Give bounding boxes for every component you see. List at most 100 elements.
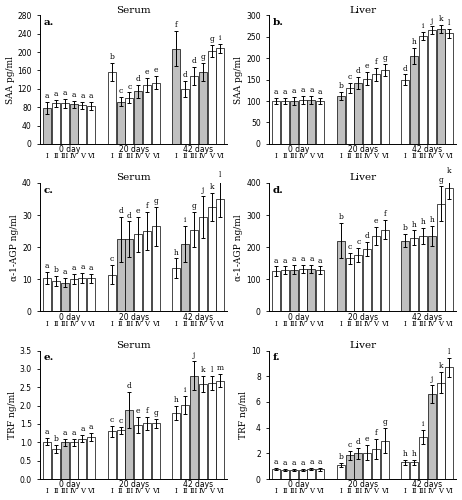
Text: VI: VI	[445, 152, 453, 160]
Bar	[199, 384, 207, 479]
Text: d: d	[127, 382, 132, 390]
Bar	[354, 255, 362, 312]
Text: IV: IV	[70, 488, 78, 496]
Text: I: I	[404, 320, 407, 328]
Bar	[134, 91, 142, 144]
Text: a: a	[274, 88, 279, 96]
Text: VI: VI	[87, 320, 95, 328]
Text: V: V	[209, 152, 214, 160]
Text: a: a	[318, 256, 322, 264]
Bar	[70, 442, 78, 479]
Text: f: f	[146, 202, 148, 210]
Text: i: i	[219, 34, 222, 42]
Text: e: e	[153, 66, 158, 74]
Text: g: g	[438, 176, 443, 184]
Text: a: a	[54, 90, 58, 98]
Bar	[199, 72, 207, 144]
Text: IV: IV	[299, 488, 306, 496]
Text: a: a	[72, 429, 76, 437]
Bar	[61, 104, 69, 144]
Text: g: g	[209, 35, 214, 43]
Text: b: b	[338, 213, 343, 221]
Text: II: II	[412, 488, 417, 496]
Bar	[337, 241, 345, 312]
Text: g: g	[153, 197, 158, 205]
Text: III: III	[61, 152, 69, 160]
Text: b.: b.	[273, 18, 284, 27]
Bar	[79, 438, 86, 479]
Bar	[43, 278, 51, 312]
Text: h: h	[429, 216, 434, 224]
Text: VI: VI	[381, 152, 389, 160]
Text: II: II	[282, 152, 288, 160]
Text: d: d	[365, 232, 370, 240]
Y-axis label: TRF ng/ml: TRF ng/ml	[239, 391, 249, 439]
Text: a: a	[62, 268, 67, 276]
Text: I: I	[46, 152, 49, 160]
Bar	[307, 100, 316, 144]
Y-axis label: SAA pg/ml: SAA pg/ml	[6, 56, 15, 104]
Text: a: a	[45, 92, 49, 100]
Bar	[79, 278, 86, 312]
Text: VI: VI	[316, 152, 324, 160]
Bar	[272, 469, 280, 479]
Text: i: i	[184, 216, 186, 224]
Bar	[43, 442, 51, 479]
Text: a: a	[72, 264, 76, 272]
Text: II: II	[53, 320, 59, 328]
Text: l: l	[210, 366, 213, 374]
Text: d: d	[183, 70, 188, 78]
Text: a: a	[62, 90, 67, 98]
Bar	[116, 430, 125, 479]
Text: a: a	[318, 88, 322, 96]
Text: a: a	[72, 91, 76, 99]
Bar	[116, 239, 125, 312]
Bar	[346, 456, 353, 479]
Bar	[428, 394, 436, 479]
Text: I: I	[110, 320, 113, 328]
Text: e: e	[374, 217, 378, 225]
Text: IV: IV	[134, 320, 142, 328]
Text: a: a	[89, 423, 93, 431]
Bar	[372, 74, 380, 144]
Text: c: c	[347, 73, 352, 81]
Bar	[126, 410, 134, 479]
Text: IV: IV	[428, 320, 436, 328]
Text: V: V	[145, 320, 150, 328]
Text: h: h	[420, 218, 426, 226]
Text: a: a	[283, 256, 287, 264]
Bar	[290, 101, 298, 144]
Text: V: V	[145, 152, 150, 160]
Text: h: h	[174, 396, 179, 404]
Bar	[126, 239, 134, 312]
Bar	[363, 452, 371, 479]
Text: a: a	[309, 458, 314, 466]
Text: VI: VI	[316, 320, 324, 328]
Text: V: V	[80, 488, 85, 496]
Text: V: V	[209, 320, 214, 328]
Bar	[363, 79, 371, 144]
Title: Liver: Liver	[349, 173, 377, 182]
Text: d: d	[356, 438, 361, 446]
Bar	[52, 281, 60, 312]
Text: I: I	[404, 152, 407, 160]
Bar	[410, 462, 418, 479]
Y-axis label: SAA pg/ml: SAA pg/ml	[234, 56, 243, 104]
Text: h: h	[174, 248, 179, 256]
Text: V: V	[145, 488, 150, 496]
Bar	[143, 231, 151, 312]
Text: I: I	[340, 152, 342, 160]
Bar	[419, 36, 427, 144]
Bar	[181, 244, 189, 312]
Bar	[190, 230, 198, 312]
Text: e: e	[145, 68, 149, 76]
Text: IV: IV	[299, 320, 306, 328]
Title: Serum: Serum	[116, 341, 151, 350]
Text: l: l	[448, 19, 450, 27]
Text: l: l	[448, 348, 450, 356]
Text: III: III	[419, 152, 427, 160]
Text: f: f	[383, 210, 386, 218]
Text: d: d	[192, 57, 196, 65]
Title: Serum: Serum	[116, 173, 151, 182]
Bar	[428, 30, 436, 144]
